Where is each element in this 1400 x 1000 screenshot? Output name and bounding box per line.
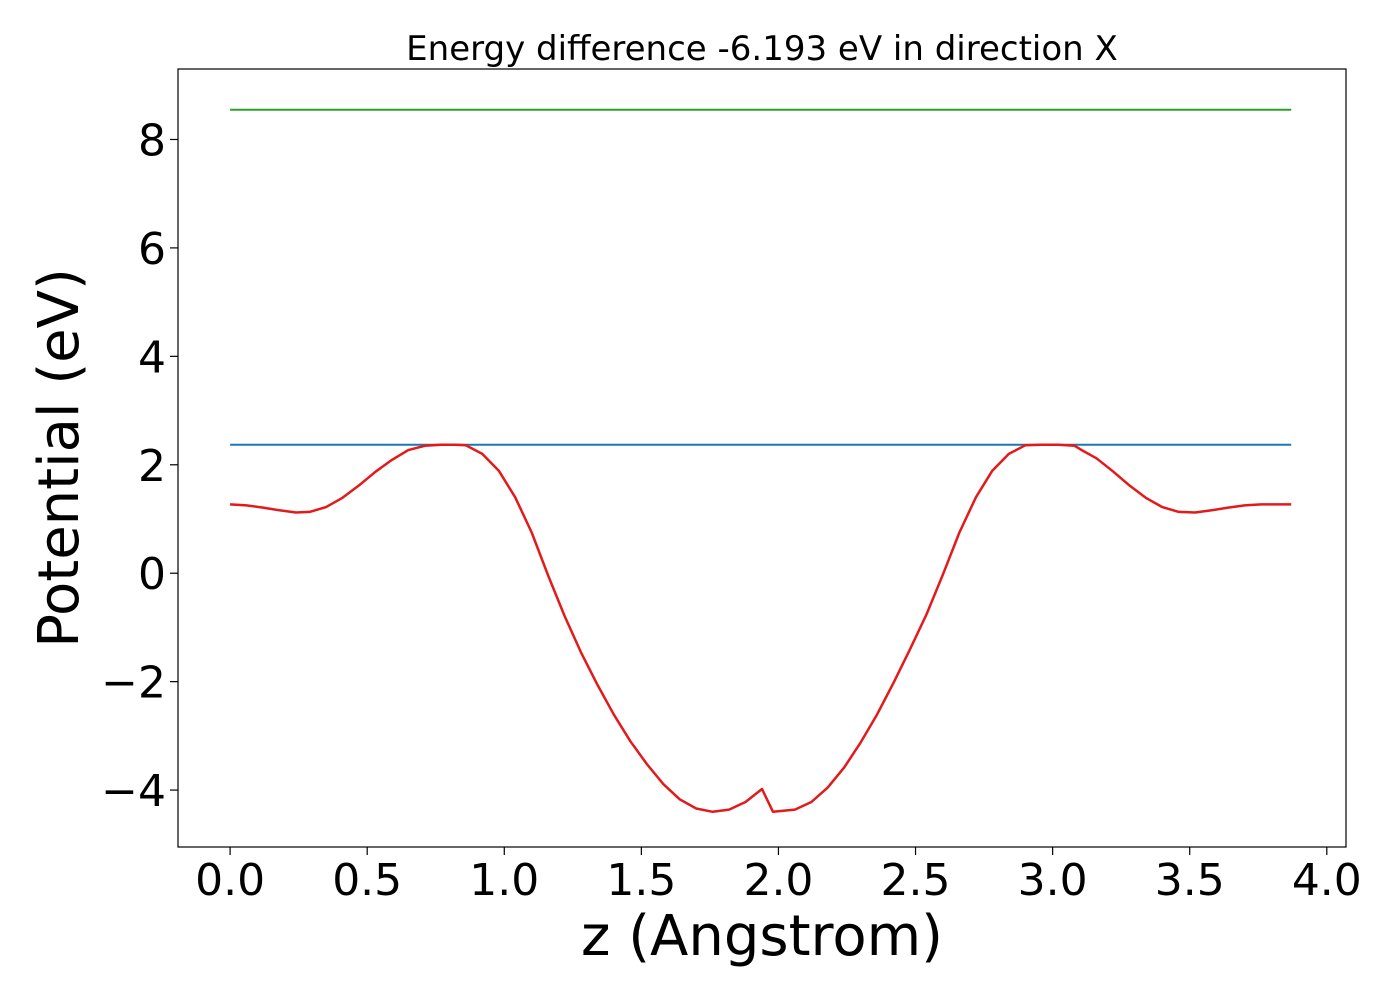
y-axis-ticks: −4 −2 0 2 4 6 8: [101, 115, 178, 817]
x-tick-label: 0.5: [332, 855, 402, 906]
x-tick-label: 1.5: [606, 855, 676, 906]
x-tick-label: 2.5: [881, 855, 951, 906]
series-line-3: [230, 443, 1292, 814]
y-tick-label: −2: [101, 658, 166, 709]
x-tick-label: 0.0: [195, 855, 265, 906]
x-tick-label: 3.0: [1018, 855, 1088, 906]
x-axis-ticks: 0.0 0.5 1.0 1.5 2.0 2.5 3.0 3.5 4.0: [195, 847, 1362, 906]
y-tick-label: 0: [138, 549, 166, 600]
chart-title: Energy difference -6.193 eV in direction…: [406, 29, 1118, 69]
axes-frame: [177, 68, 1347, 848]
y-tick-label: 4: [138, 332, 166, 383]
plot-area: [230, 108, 1292, 814]
y-tick-label: 8: [138, 115, 166, 166]
y-tick-label: 2: [138, 441, 166, 492]
y-tick-label: 6: [138, 224, 166, 275]
y-tick-label: −4: [101, 766, 166, 817]
x-tick-label: 2.0: [743, 855, 813, 906]
x-tick-label: 4.0: [1292, 855, 1362, 906]
y-axis-label: Potential (eV): [27, 268, 92, 648]
x-tick-label: 3.5: [1155, 855, 1225, 906]
x-axis-label: z (Angstrom): [581, 904, 943, 969]
x-tick-label: 1.0: [469, 855, 539, 906]
